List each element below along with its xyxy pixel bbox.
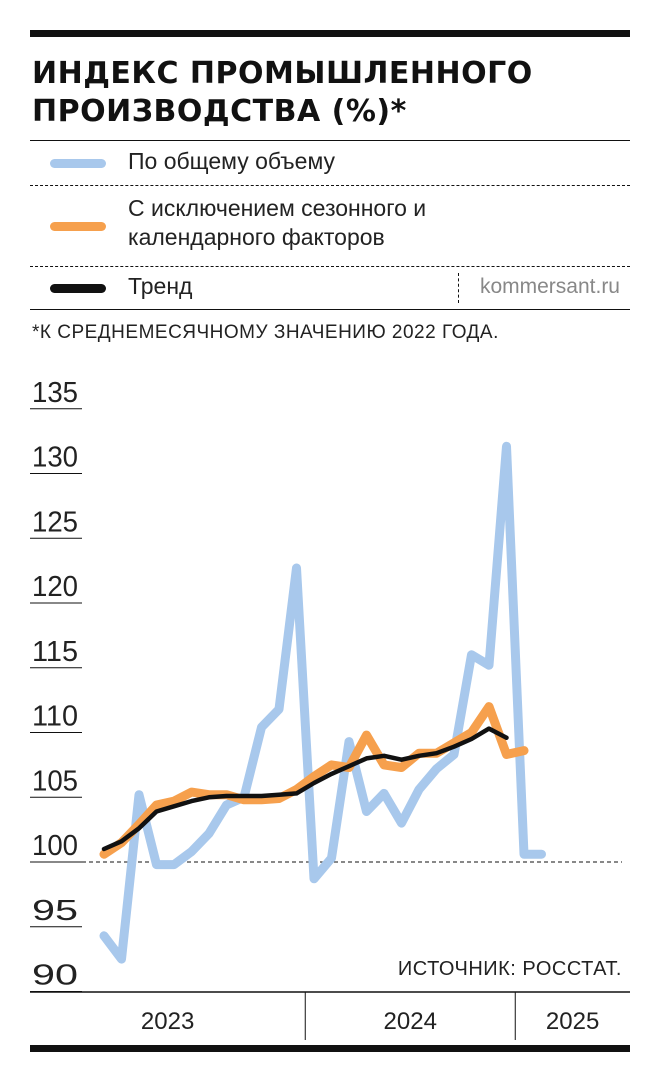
legend-item-trend: Тренд kommersant.ru [30,266,630,310]
chart-title: ИНДЕКС ПРОМЫШЛЕННОГО ПРОИЗВОДСТВА (%)* [32,56,533,129]
credit-link[interactable]: kommersant.ru [479,275,620,298]
y-tick-label: 135 [32,377,78,409]
legend-swatch-seasonal [50,222,106,231]
x-year-label: 2025 [546,1008,599,1035]
credit-separator [458,273,459,303]
y-tick-label: 105 [32,765,78,797]
bottom-rule [30,1045,630,1052]
series-line-total [99,441,546,964]
series-line-seasonal [99,702,529,859]
y-tick-label: 90 [32,960,78,992]
y-tick-label: 95 [32,895,78,927]
legend-swatch-total [50,159,106,168]
x-year-label: 2024 [384,1008,437,1035]
y-tick-label: 110 [32,701,78,733]
y-tick-label: 120 [32,571,78,603]
series-line-trend [101,726,509,852]
legend: По общему объему С исключением сезонного… [30,140,630,310]
y-tick-label: 115 [32,636,78,668]
x-year-label: 2023 [141,1008,194,1035]
y-tick-label: 100 [32,830,78,862]
footnote: *К СРЕДНЕМЕСЯЧНОМУ ЗНАЧЕНИЮ 2022 ГОДА. [32,322,499,343]
legend-label-seasonal: С исключением сезонного и календарного ф… [128,195,427,250]
legend-swatch-trend [50,284,106,293]
y-tick-label: 130 [32,442,78,474]
legend-item-seasonal: С исключением сезонного и календарного ф… [30,185,630,266]
top-rule [30,30,630,37]
source-note: ИСТОЧНИК: РОССТАТ. [397,958,622,980]
legend-label-total: По общему объему [128,148,336,174]
legend-item-total: По общему объему [30,140,630,185]
legend-label-trend: Тренд [128,273,193,299]
y-tick-label: 125 [32,506,78,538]
